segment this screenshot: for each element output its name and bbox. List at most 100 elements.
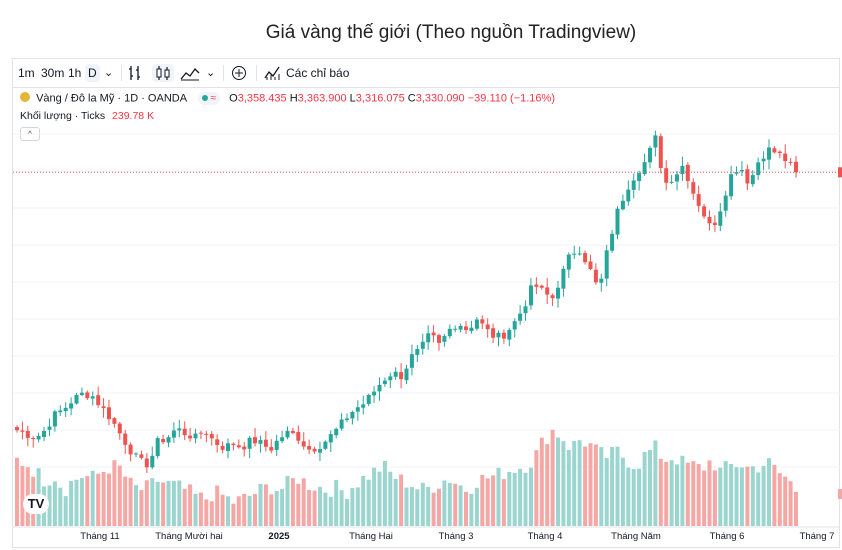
candle-body (388, 376, 393, 381)
volume-bar (193, 493, 198, 526)
interval-1h[interactable]: 1h (68, 66, 82, 80)
candle-body (177, 428, 182, 431)
candle-body (188, 435, 193, 439)
volume-bar (599, 447, 604, 526)
candle-body (15, 427, 19, 431)
volume-bar (269, 494, 274, 526)
volume-bar (685, 462, 690, 526)
interval-1m[interactable]: 1m (18, 66, 35, 80)
market-status-pill[interactable]: ≈ (197, 92, 221, 105)
candle-body (399, 372, 404, 380)
close-label: C (407, 92, 416, 105)
candle-body (415, 349, 420, 355)
candle-body (685, 164, 690, 181)
candle-body (274, 440, 279, 450)
volume-bar (112, 460, 117, 526)
candle-body (604, 250, 609, 279)
candle-body (139, 454, 144, 458)
candle-body (702, 206, 707, 217)
candle-body (507, 329, 512, 340)
candle-body (437, 335, 441, 343)
volume-bar (550, 429, 555, 526)
candle-body (550, 295, 555, 299)
interval-d[interactable]: D (85, 64, 100, 82)
candle-body (680, 165, 685, 174)
candle-body (323, 441, 328, 449)
candle-body (464, 326, 468, 330)
volume-bar (583, 446, 588, 526)
volume-bar (680, 455, 685, 526)
candle-body (620, 200, 625, 210)
candle-body (534, 284, 539, 287)
volume-bar (767, 458, 771, 526)
toolbar-divider (223, 65, 224, 81)
candle-body (236, 445, 241, 448)
volume-bar (415, 489, 420, 526)
bar-replay-icon[interactable] (128, 64, 142, 82)
volume-bar (274, 491, 279, 526)
candle-body (47, 426, 52, 430)
volume-bar (242, 493, 247, 526)
candle-body (123, 433, 128, 445)
chart-type-chevron-down-icon[interactable]: ⌄ (206, 67, 216, 79)
candle-body (529, 285, 533, 306)
volume-bar (155, 481, 160, 526)
volume-bar (345, 498, 349, 526)
candles-icon[interactable] (152, 64, 174, 82)
volume-bar (377, 471, 382, 526)
volume-bar (339, 490, 344, 526)
symbol-name[interactable]: Vàng / Đô la Mỹ · 1D · OANDA (36, 92, 187, 105)
x-tick-label: 2025 (268, 531, 290, 542)
tradingview-logo[interactable]: TV (23, 494, 49, 514)
volume-bar (496, 467, 501, 526)
indicators-button[interactable]: Các chỉ báo (286, 66, 350, 80)
area-chart-icon[interactable] (180, 64, 200, 82)
candle-body (615, 208, 620, 235)
volume-bar (182, 488, 187, 526)
candle-body (247, 437, 252, 449)
add-compare-icon[interactable] (231, 64, 247, 82)
candle-body (285, 430, 290, 438)
volume-bar (372, 467, 377, 526)
candle-body (777, 151, 782, 154)
candle-body (36, 436, 41, 440)
volume-bar (474, 487, 479, 526)
volume-bar (47, 485, 52, 526)
volume-bar (20, 466, 25, 526)
candle-body (52, 411, 57, 427)
volume-bar (437, 488, 441, 526)
candle-body (90, 396, 95, 399)
toolbar-divider (121, 65, 122, 81)
indicators-icon[interactable] (264, 64, 282, 82)
candle-body (588, 261, 593, 269)
volume-bar (301, 478, 306, 526)
candle-body (723, 195, 728, 211)
last-price-marker (838, 167, 842, 178)
x-tick-label: Tháng 7 (800, 531, 835, 542)
candle-body (631, 180, 636, 190)
volume-bar (166, 480, 171, 526)
candle-body (144, 458, 149, 468)
volume-bar (653, 440, 658, 526)
volume-bar (620, 457, 625, 526)
candle-body (539, 285, 544, 288)
volume-bar (188, 484, 193, 526)
volume-label[interactable]: Khối lượng · Ticks (20, 110, 106, 122)
volume-bar (420, 482, 425, 526)
volume-bar (501, 479, 506, 526)
volume-bar (604, 458, 609, 526)
candle-body (480, 319, 485, 324)
volume-bar (696, 464, 701, 526)
candle-body (269, 447, 274, 451)
interval-chevron-down-icon[interactable]: ⌄ (104, 67, 114, 79)
volume-bar (734, 467, 739, 526)
volume-bar (366, 479, 371, 526)
volume-bar (355, 487, 360, 526)
volume-bar (523, 472, 528, 526)
volume-bar (323, 492, 328, 526)
volume-bar (610, 447, 615, 526)
candle-body (739, 170, 744, 172)
interval-30m[interactable]: 30m (41, 66, 65, 80)
candle-body (166, 437, 171, 443)
